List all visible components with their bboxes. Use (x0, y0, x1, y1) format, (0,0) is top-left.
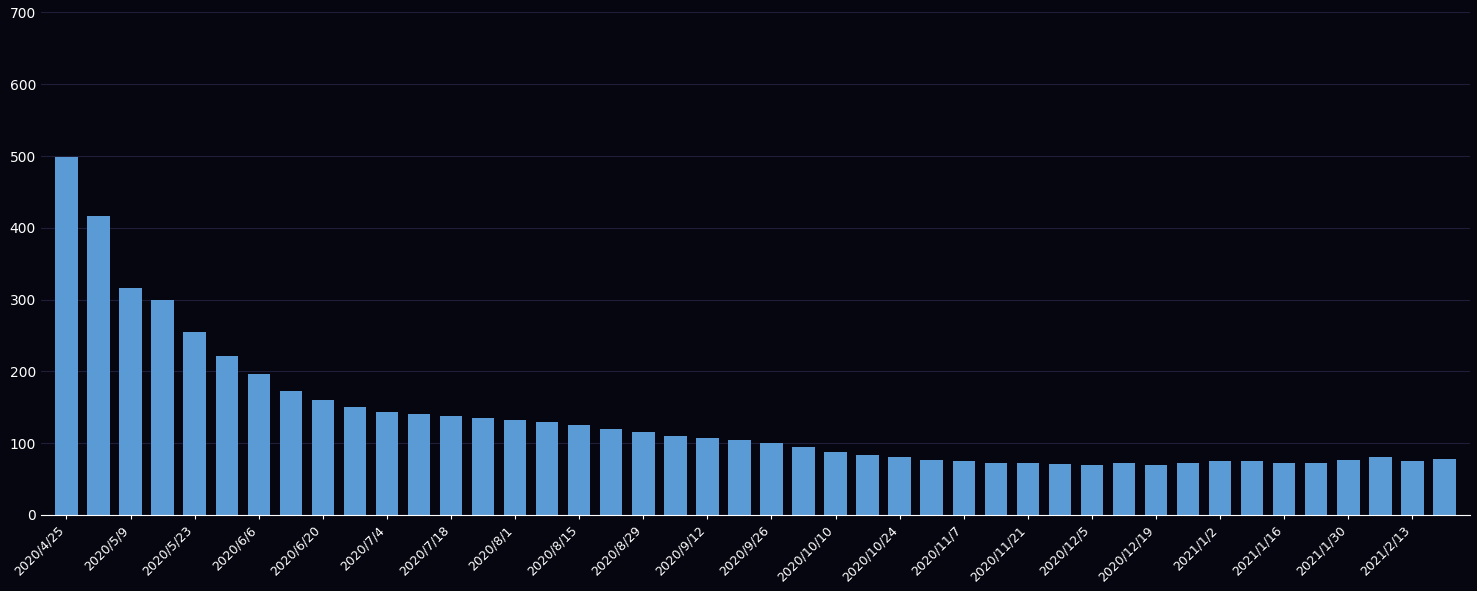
Bar (600, 429, 622, 515)
Bar (504, 420, 526, 515)
Bar (1337, 460, 1359, 515)
Bar (632, 433, 654, 515)
Bar (1433, 459, 1456, 515)
Bar (248, 374, 270, 515)
Bar (312, 400, 334, 515)
Bar (1145, 465, 1167, 515)
Bar (1208, 461, 1232, 515)
Bar (1369, 457, 1391, 515)
Bar (1306, 463, 1328, 515)
Bar (824, 452, 846, 515)
Bar (120, 288, 142, 515)
Bar (857, 455, 879, 515)
Bar (1016, 463, 1038, 515)
Bar (889, 457, 911, 515)
Bar (152, 300, 174, 515)
Bar (375, 413, 399, 515)
Bar (985, 463, 1007, 515)
Bar (344, 407, 366, 515)
Bar (87, 216, 109, 515)
Bar (1241, 461, 1263, 515)
Bar (920, 460, 942, 515)
Bar (1177, 463, 1199, 515)
Bar (279, 391, 301, 515)
Bar (1112, 463, 1136, 515)
Bar (1081, 465, 1103, 515)
Bar (536, 421, 558, 515)
Bar (1049, 464, 1071, 515)
Bar (408, 414, 430, 515)
Bar (1273, 463, 1295, 515)
Bar (55, 157, 78, 515)
Bar (761, 443, 783, 515)
Bar (1402, 461, 1424, 515)
Bar (183, 332, 205, 515)
Bar (728, 440, 750, 515)
Bar (792, 447, 815, 515)
Bar (665, 436, 687, 515)
Bar (440, 416, 462, 515)
Bar (696, 438, 719, 515)
Bar (569, 425, 591, 515)
Bar (216, 356, 238, 515)
Bar (471, 418, 495, 515)
Bar (953, 461, 975, 515)
